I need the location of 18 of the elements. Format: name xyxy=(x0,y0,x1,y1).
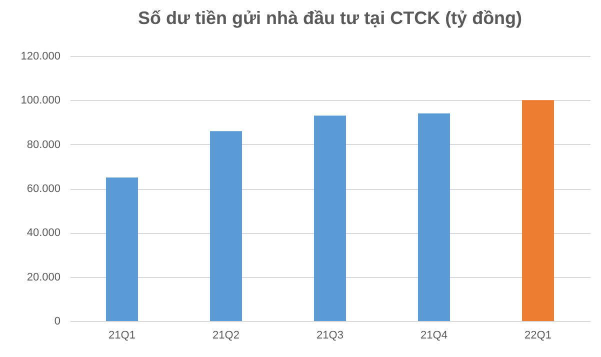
y-tick-label: 60.000 xyxy=(26,183,60,195)
bar xyxy=(522,100,554,321)
x-tick-label: 22Q1 xyxy=(524,330,552,342)
bar xyxy=(314,116,346,321)
y-tick-label: 80.000 xyxy=(26,138,60,151)
bar xyxy=(210,131,242,321)
y-tick-label: 120.000 xyxy=(20,50,60,62)
x-tick-label: 21Q3 xyxy=(316,330,344,342)
bar xyxy=(418,113,450,321)
y-tick-label: 100.000 xyxy=(20,94,60,107)
y-tick-label: 0 xyxy=(54,316,60,328)
y-tick-label: 40.000 xyxy=(26,227,60,240)
chart-title: Số dư tiền gửi nhà đầu tư tại CTCK (tỷ đồng) xyxy=(138,8,522,28)
x-tick-label: 21Q4 xyxy=(420,330,448,342)
x-tick-label: 21Q1 xyxy=(108,330,136,342)
x-tick-label: 21Q2 xyxy=(212,330,240,342)
bar xyxy=(106,177,138,321)
y-tick-label: 20.000 xyxy=(26,271,60,284)
